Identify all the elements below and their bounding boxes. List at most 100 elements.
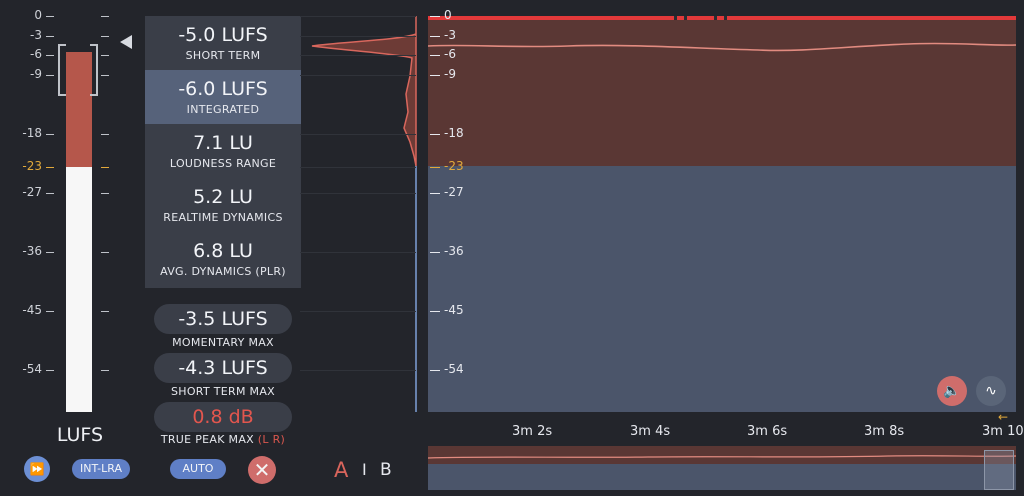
overview-loud-region xyxy=(428,446,1016,464)
auto-button[interactable]: AUTO xyxy=(170,459,226,479)
short-term-bracket-left xyxy=(58,44,66,96)
readout-value: 6.8 LU xyxy=(193,240,253,262)
readout-value: 5.2 LU xyxy=(193,186,253,208)
graph-tick-label: -36 xyxy=(444,243,464,258)
histogram-gridline xyxy=(300,55,416,57)
scale-tick-mark xyxy=(101,35,109,37)
graph-tick-label: -18 xyxy=(444,125,464,140)
scale-tick-mark xyxy=(101,74,109,76)
scale-tick-mark xyxy=(46,74,54,76)
histogram-gridline xyxy=(300,133,416,135)
scale-tick-label: -54 xyxy=(22,361,42,376)
waveform-icon[interactable]: ∿ xyxy=(976,376,1006,406)
overview-timeline[interactable] xyxy=(428,446,1016,490)
scale-tick-mark xyxy=(46,16,54,17)
short-term-bracket-right xyxy=(90,44,98,96)
close-icon[interactable]: ✕ xyxy=(248,456,276,484)
histogram-gridline xyxy=(300,166,416,168)
scale-tick-mark xyxy=(101,55,109,57)
readout-caption: LOUDNESS RANGE xyxy=(169,157,277,170)
scale-tick-mark xyxy=(101,16,109,17)
readout-item[interactable]: 5.2 LU REALTIME DYNAMICS xyxy=(145,178,301,232)
scale-tick-mark xyxy=(101,369,109,371)
readout-panel: -5.0 LUFS SHORT TERM -6.0 LUFS INTEGRATED 7.… xyxy=(145,16,301,288)
scale-tick-label: -18 xyxy=(22,125,42,140)
readout-value: -6.0 LUFS xyxy=(178,78,268,100)
readout-item[interactable]: 7.1 LU LOUDNESS RANGE xyxy=(145,124,301,178)
graph-tick-label: -27 xyxy=(444,184,464,199)
time-axis-label: 3m 4s xyxy=(630,424,671,439)
graph-tick-mark xyxy=(430,16,440,17)
history-curve xyxy=(428,16,1016,52)
readout-caption: AVG. DYNAMICS (PLR) xyxy=(160,265,286,278)
graph-tick-mark xyxy=(430,192,440,194)
scale-tick-label: -36 xyxy=(22,243,42,258)
graph-loud-region xyxy=(428,16,1016,166)
readout-item[interactable]: 6.8 LU AVG. DYNAMICS (PLR) xyxy=(145,232,301,286)
graph-tick-label: -6 xyxy=(444,47,456,62)
graph-tick-mark xyxy=(430,55,440,57)
scale-tick-mark xyxy=(101,310,109,312)
histogram-gridline xyxy=(300,369,416,371)
scale-tick-mark xyxy=(101,192,109,194)
graph-tick-label: -23 xyxy=(444,158,464,173)
time-axis-label: 3m 10 xyxy=(982,424,1024,439)
graph-tick-mark xyxy=(430,133,440,135)
histogram-gridline xyxy=(300,74,416,76)
scale-tick-mark xyxy=(101,133,109,135)
target-pointer-icon[interactable] xyxy=(120,35,132,49)
scale-tick-label: -6 xyxy=(30,47,42,62)
scale-tick-mark xyxy=(46,166,54,168)
true-peak-bar xyxy=(428,16,1016,20)
histogram-gridline xyxy=(300,35,416,37)
meter-unit-label: LUFS xyxy=(56,424,104,446)
scale-tick-label: -3 xyxy=(30,27,42,42)
fast-forward-icon[interactable]: ⏩ xyxy=(24,456,50,482)
overview-curve xyxy=(428,455,1016,459)
true-peak-caption-text: TRUE PEAK MAX xyxy=(160,433,254,446)
scale-tick-mark xyxy=(46,310,54,312)
scale-tick-mark xyxy=(46,192,54,194)
graph-tick-mark xyxy=(430,35,440,37)
histogram-loud-shape xyxy=(311,16,417,167)
loudness-histogram xyxy=(311,16,417,412)
short-term-max-value[interactable]: -4.3 LUFS xyxy=(154,353,292,383)
time-axis-label: 3m 6s xyxy=(747,424,788,439)
loudness-meter-fill xyxy=(66,167,92,412)
readout-value: 7.1 LU xyxy=(193,132,253,154)
momentary-max-caption: MOMENTARY MAX xyxy=(172,336,274,349)
scale-tick-mark xyxy=(46,251,54,253)
graph-tick-label: -45 xyxy=(444,302,464,317)
true-peak-max-value[interactable]: 0.8 dB xyxy=(154,402,292,432)
short-term-max-caption: SHORT TERM MAX xyxy=(170,385,276,398)
int-lra-button[interactable]: INT-LRA xyxy=(72,459,130,479)
readout-value: -5.0 LUFS xyxy=(178,24,268,46)
scale-tick-label: -27 xyxy=(22,184,42,199)
scale-tick-mark xyxy=(101,166,109,168)
true-peak-max-caption: TRUE PEAK MAX (L R) xyxy=(145,433,301,446)
return-arrow-icon[interactable]: ← xyxy=(998,410,1009,424)
ab-a-button[interactable]: A xyxy=(334,458,349,482)
graph-tick-label: -9 xyxy=(444,66,456,81)
scale-tick-label: -45 xyxy=(22,302,42,317)
readout-caption: REALTIME DYNAMICS xyxy=(163,211,283,224)
histogram-gridline xyxy=(300,16,416,17)
readout-item[interactable]: -5.0 LUFS SHORT TERM xyxy=(145,16,301,70)
momentary-max-value[interactable]: -3.5 LUFS xyxy=(154,304,292,334)
ab-b-button[interactable]: B xyxy=(380,460,392,480)
readout-item[interactable]: -6.0 LUFS INTEGRATED xyxy=(145,70,301,124)
overview-scroll-handle[interactable] xyxy=(984,450,1014,490)
scale-tick-mark xyxy=(46,35,54,37)
time-axis-label: 3m 2s xyxy=(512,424,553,439)
graph-tick-mark xyxy=(430,74,440,76)
readout-caption: INTEGRATED xyxy=(186,103,260,116)
loudness-meter-loud-fill xyxy=(66,52,92,167)
histogram-gridline xyxy=(300,192,416,194)
time-axis-label: 3m 8s xyxy=(864,424,905,439)
scale-tick-mark xyxy=(46,133,54,135)
speaker-icon[interactable]: 🔈 xyxy=(937,376,967,406)
graph-tick-mark xyxy=(430,166,440,168)
readout-caption: SHORT TERM xyxy=(185,49,261,62)
graph-tick-mark xyxy=(430,310,440,312)
scale-tick-mark xyxy=(101,251,109,253)
